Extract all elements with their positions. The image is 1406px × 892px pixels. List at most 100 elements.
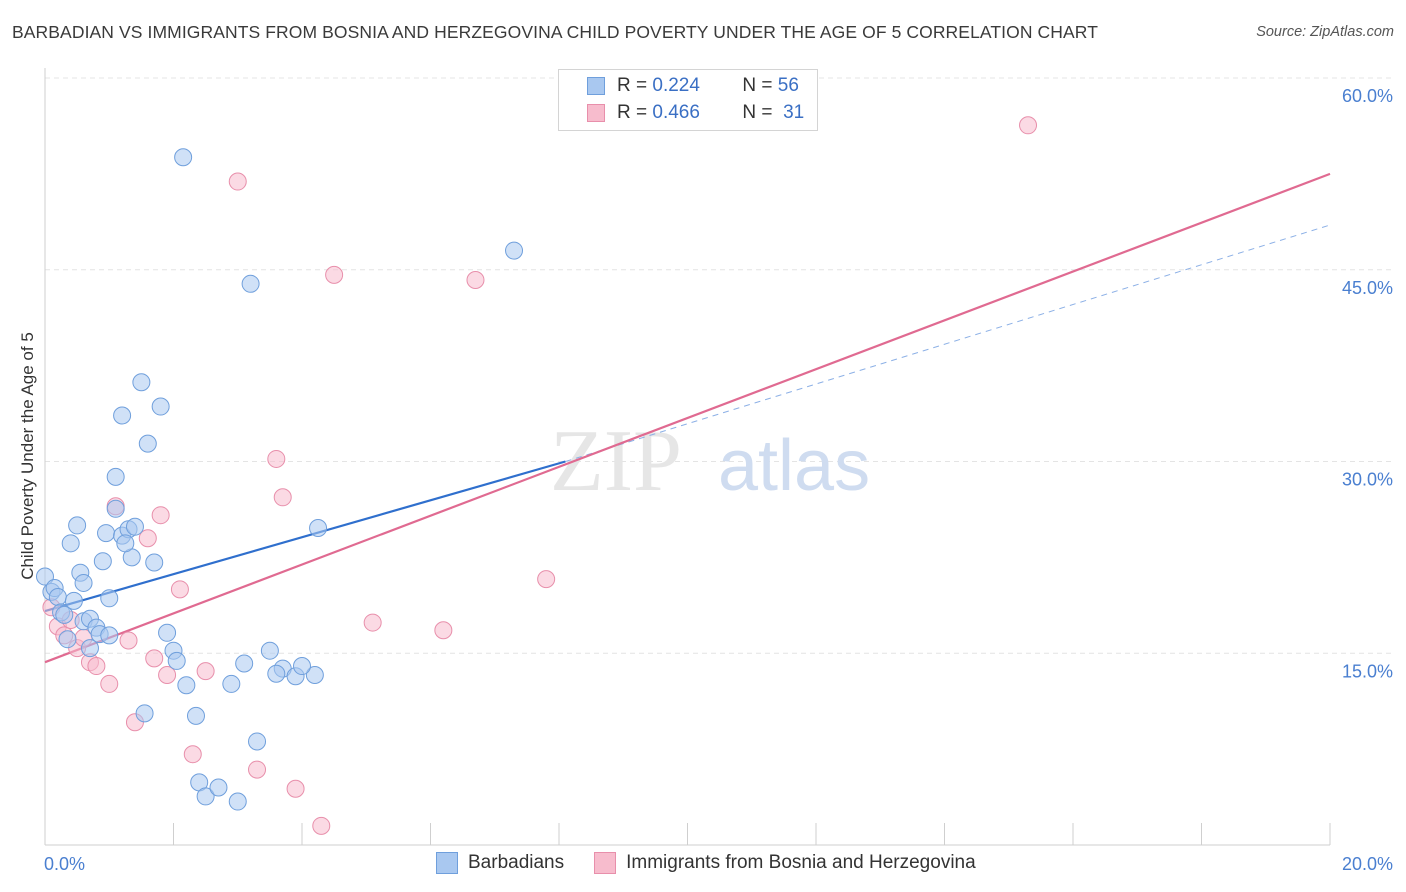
point-bosnia: [158, 665, 177, 684]
series-legend-bosnia: Immigrants from Bosnia and Herzegovina: [594, 852, 976, 874]
point-bosnia: [151, 506, 170, 525]
grid-lines: [45, 77, 1392, 654]
point-bosnia: [434, 621, 453, 640]
legend-r-value: 0.224: [652, 75, 700, 96]
point-barbadians: [177, 676, 196, 695]
series-label-bosnia: Immigrants from Bosnia and Herzegovina: [626, 852, 976, 873]
point-barbadians: [100, 589, 119, 608]
point-barbadians: [58, 630, 77, 649]
legend-row-bosnia: R = 0.466 N = 31: [587, 101, 804, 125]
point-bosnia: [363, 613, 382, 632]
point-barbadians: [93, 552, 112, 571]
point-barbadians: [135, 704, 154, 723]
point-barbadians: [309, 518, 328, 537]
legend-r-label: R =: [617, 102, 648, 123]
point-barbadians: [100, 626, 119, 645]
point-barbadians: [151, 397, 170, 416]
point-barbadians: [228, 792, 247, 811]
point-bosnia: [312, 816, 331, 835]
legend-n-value: 56: [777, 75, 799, 96]
y-tick-label: 30.0%: [1342, 470, 1393, 490]
point-barbadians: [125, 517, 144, 536]
point-bosnia: [145, 649, 164, 668]
point-barbadians: [248, 732, 267, 751]
y-tick-label: 15.0%: [1342, 661, 1393, 681]
chart-title: BARBADIAN VS IMMIGRANTS FROM BOSNIA AND …: [12, 22, 1098, 42]
legend-r-label: R =: [617, 75, 648, 96]
axes: [44, 68, 1331, 846]
point-barbadians: [158, 623, 177, 642]
point-barbadians: [113, 406, 132, 425]
source-label: Source: ZipAtlas.com: [1256, 24, 1394, 40]
point-barbadians: [97, 524, 116, 543]
point-barbadians: [138, 434, 157, 453]
watermark-atlas: atlas: [718, 426, 870, 506]
point-bosnia: [183, 745, 202, 764]
watermark: ZIP atlas: [550, 413, 870, 510]
point-barbadians: [267, 664, 286, 683]
trend-lines: [44, 172, 1331, 664]
point-barbadians: [64, 591, 83, 610]
series-legend-barbadians: Barbadians: [436, 852, 564, 874]
y-tick-label: 60.0%: [1342, 86, 1393, 106]
legend-swatch-barbadians: [587, 77, 605, 95]
x-tick-label: 20.0%: [1342, 854, 1393, 874]
data-points: [36, 116, 1038, 835]
series-swatch-barbadians: [436, 852, 458, 874]
point-bosnia: [248, 760, 267, 779]
point-barbadians: [293, 657, 311, 676]
point-bosnia: [325, 265, 344, 284]
y-tick-label: 45.0%: [1342, 278, 1393, 298]
series-label-barbadians: Barbadians: [468, 852, 565, 873]
series-legend: Barbadians Immigrants from Bosnia and He…: [436, 852, 1006, 874]
point-bosnia: [196, 662, 215, 681]
point-bosnia: [1019, 116, 1038, 135]
point-barbadians: [174, 148, 193, 167]
point-bosnia: [273, 488, 292, 507]
point-bosnia: [119, 631, 138, 650]
legend-n-label: N =: [742, 102, 773, 123]
point-barbadians: [305, 665, 324, 684]
point-barbadians: [196, 787, 215, 806]
point-barbadians: [132, 373, 151, 392]
point-barbadians: [209, 778, 228, 797]
point-barbadians: [186, 706, 205, 725]
point-barbadians: [80, 639, 99, 658]
point-barbadians: [36, 567, 54, 586]
point-bosnia: [138, 529, 157, 548]
point-barbadians: [116, 534, 135, 553]
point-barbadians: [106, 499, 125, 518]
point-barbadians: [74, 573, 93, 592]
point-bosnia: [87, 657, 106, 676]
point-barbadians: [505, 241, 524, 260]
trend-line-barbadians-extension: [565, 224, 1331, 462]
point-barbadians: [167, 651, 186, 670]
point-bosnia: [170, 580, 189, 599]
point-barbadians: [61, 534, 80, 553]
legend-n-value: 31: [783, 102, 805, 123]
point-bosnia: [286, 779, 305, 798]
tick-labels: 15.0% 30.0% 45.0% 60.0% 0.0% 20.0%: [44, 86, 1393, 874]
legend-n-label: N =: [742, 75, 773, 96]
series-swatch-bosnia: [594, 852, 617, 874]
point-barbadians: [145, 553, 164, 572]
point-bosnia: [537, 570, 556, 589]
point-bosnia: [228, 172, 247, 191]
correlation-legend: R = 0.224 N = 56 R = 0.466 N = 31: [558, 69, 818, 131]
point-barbadians: [106, 467, 125, 486]
point-bosnia: [466, 270, 485, 289]
point-bosnia: [100, 674, 119, 693]
point-barbadians: [55, 605, 74, 624]
x-tick-label: 0.0%: [44, 854, 85, 874]
point-barbadians: [68, 516, 87, 535]
point-barbadians: [48, 588, 67, 607]
trend-line-bosnia: [44, 172, 1331, 664]
y-axis-label: Child Poverty Under the Age of 5: [18, 332, 37, 580]
point-barbadians: [222, 674, 241, 693]
legend-row-barbadians: R = 0.224 N = 56: [587, 74, 799, 98]
trend-line-barbadians: [44, 460, 566, 613]
point-bosnia: [267, 449, 286, 468]
legend-r-value: 0.466: [652, 102, 700, 123]
legend-swatch-bosnia: [587, 104, 605, 122]
point-barbadians: [235, 654, 254, 673]
